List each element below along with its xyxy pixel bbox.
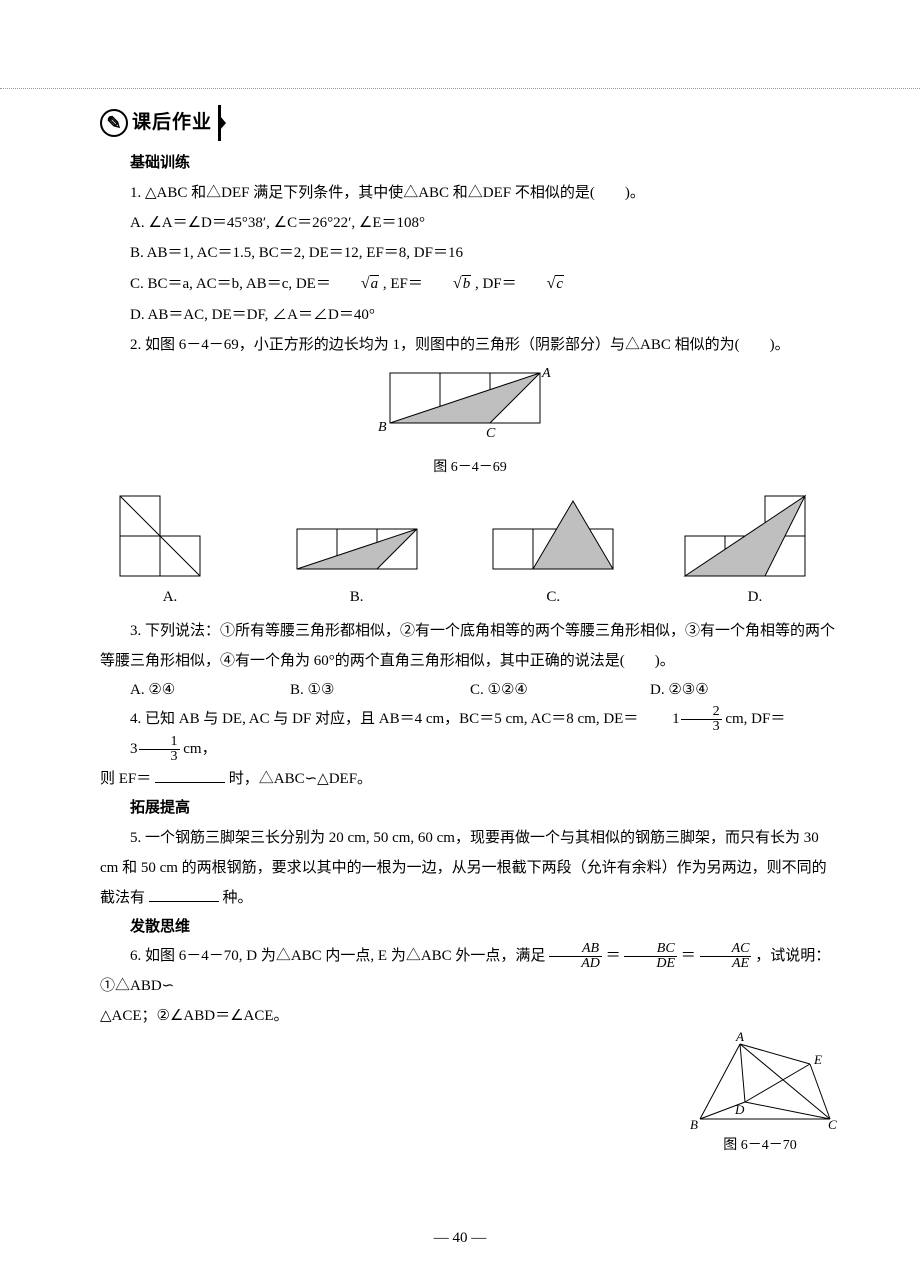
page-top-divider	[0, 88, 920, 89]
svg-text:C: C	[828, 1117, 837, 1131]
q3-stem: 3. 下列说法：①所有等腰三角形都相似，②有一个底角相等的两个等腰三角形相似，③…	[100, 616, 840, 676]
q1-optC: C. BC＝a, AC＝b, AB＝c, DE＝a , EF＝b , DF＝c	[100, 268, 840, 300]
choice-b-icon	[287, 491, 427, 581]
badge-icon: ✎	[100, 109, 128, 137]
q1-optD: D. AB＝AC, DE＝DF, ∠A＝∠D＝40°	[100, 300, 840, 330]
svg-text:E: E	[813, 1052, 822, 1067]
choice-d-icon	[680, 491, 830, 581]
q3-optB: B. ①③	[290, 676, 470, 705]
q5-stem: 5. 一个钢筋三脚架三长分别为 20 cm, 50 cm, 60 cm，现要再做…	[100, 823, 840, 913]
badge-label: 课后作业	[132, 105, 221, 141]
q1-stem: 1. △ABC 和△DEF 满足下列条件，其中使△ABC 和△DEF 不相似的是…	[100, 178, 840, 208]
q2-choice-B-label: B.	[287, 583, 427, 612]
q5-suffix: 种。	[223, 890, 253, 906]
section-divergent-title: 发散思维	[130, 913, 840, 942]
q6-figure-block: A B C D E 图 6－4－70	[680, 1031, 840, 1160]
fig-6-4-69-caption: 图 6－4－69	[355, 455, 585, 482]
q1-optA: A. ∠A＝∠D＝45°38′, ∠C＝26°22′, ∠E＝108°	[100, 208, 840, 238]
q4-line2-prefix: 则 EF＝	[100, 771, 151, 787]
sqrt-c-icon: c	[517, 268, 564, 300]
q2-choice-A: A.	[110, 491, 230, 612]
q2-main-figure: A B C 图 6－4－69	[100, 368, 840, 482]
svg-text:A: A	[541, 368, 551, 381]
q6-line1: 6. 如图 6－4－70, D 为△ABC 内一点, E 为△ABC 外一点，满…	[100, 941, 840, 1001]
q2-choice-B: B.	[287, 491, 427, 612]
q4-line2-suffix: 时，△ABC∽△DEF。	[229, 771, 372, 787]
svg-text:A: A	[735, 1031, 744, 1044]
q5-blank	[149, 887, 219, 902]
q6-line2: △ACE；②∠ABD＝∠ACE。	[100, 1001, 840, 1031]
q1-optC-mid1: , EF＝	[379, 276, 423, 292]
q3-optC: C. ①②④	[470, 676, 650, 705]
svg-text:B: B	[378, 420, 387, 435]
q3-optD: D. ②③④	[650, 676, 840, 705]
q3-optA: A. ②④	[130, 676, 290, 705]
choice-a-icon	[110, 491, 230, 581]
q6-frac1: ABAD	[549, 942, 602, 971]
q2-choices-row: A. B. C.	[100, 491, 840, 612]
svg-text:B: B	[690, 1117, 698, 1131]
q4-prefix: 4. 已知 AB 与 DE, AC 与 DF 对应，且 AB＝4 cm，BC＝5…	[130, 711, 638, 727]
q4-df-frac: 313	[100, 734, 180, 764]
q4-mid1: cm, DF＝	[725, 711, 785, 727]
q2-choice-D: D.	[680, 491, 830, 612]
section-basic-title: 基础训练	[130, 149, 840, 178]
section-extend-title: 拓展提高	[130, 794, 840, 823]
page-number: — 40 —	[434, 1224, 487, 1253]
q6-frac3: ACAE	[700, 942, 752, 971]
section-badge: ✎ 课后作业	[100, 105, 840, 141]
q6-frac2: BCDE	[624, 942, 677, 971]
q6-prefix: 6. 如图 6－4－70, D 为△ABC 内一点, E 为△ABC 外一点，满…	[130, 948, 545, 964]
q1-optC-prefix: C. BC＝a, AC＝b, AB＝c, DE＝	[130, 276, 331, 292]
svg-text:D: D	[734, 1102, 745, 1117]
q4-mid2: cm，	[183, 741, 216, 757]
fig-6-4-69-icon: A B C	[355, 368, 585, 453]
q4-blank	[155, 768, 225, 783]
q4-de-frac: 123	[642, 704, 722, 734]
sqrt-a-icon: a	[331, 268, 379, 300]
q2-choice-C: C.	[483, 491, 623, 612]
q4-line1: 4. 已知 AB 与 DE, AC 与 DF 对应，且 AB＝4 cm，BC＝5…	[100, 704, 840, 764]
svg-text:C: C	[486, 426, 496, 441]
sqrt-b-icon: b	[423, 268, 471, 300]
q3-options: A. ②④ B. ①③ C. ①②④ D. ②③④	[130, 676, 840, 705]
q2-choice-C-label: C.	[483, 583, 623, 612]
q1-optC-mid2: , DF＝	[471, 276, 516, 292]
choice-c-icon	[483, 491, 623, 581]
fig-6-4-70-caption: 图 6－4－70	[680, 1133, 840, 1160]
q1-optB: B. AB＝1, AC＝1.5, BC＝2, DE＝12, EF＝8, DF＝1…	[100, 238, 840, 268]
q2-choice-D-label: D.	[680, 583, 830, 612]
q4-line2: 则 EF＝ 时，△ABC∽△DEF。	[100, 764, 840, 794]
q2-stem: 2. 如图 6－4－69，小正方形的边长均为 1，则图中的三角形（阴影部分）与△…	[100, 330, 840, 360]
q2-choice-A-label: A.	[110, 583, 230, 612]
fig-6-4-70-icon: A B C D E	[680, 1031, 840, 1131]
